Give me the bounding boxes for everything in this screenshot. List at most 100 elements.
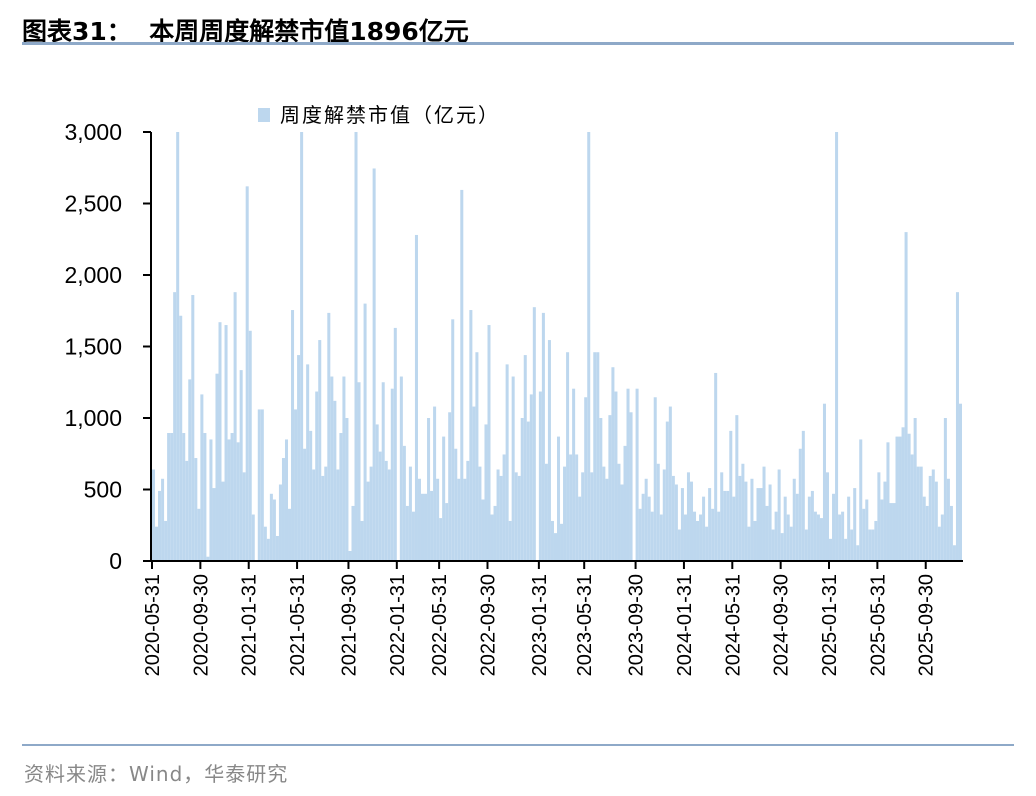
bar: [197, 508, 201, 561]
bar: [330, 376, 334, 561]
bar: [566, 352, 570, 561]
bar: [744, 481, 748, 561]
x-tick-label: 2020-09-30: [190, 574, 212, 676]
bar: [789, 526, 793, 561]
bar: [251, 514, 255, 561]
bar: [686, 472, 690, 561]
bar: [532, 307, 536, 561]
y-tick-label: 0: [109, 548, 122, 574]
bar: [203, 433, 207, 561]
bar: [345, 418, 349, 561]
bar: [212, 488, 216, 561]
bar: [587, 132, 591, 561]
bar: [753, 520, 757, 561]
bar: [460, 189, 464, 562]
bar: [369, 466, 373, 561]
bar: [454, 448, 458, 561]
bar: [448, 412, 452, 561]
bar: [807, 496, 811, 561]
bar: [892, 503, 896, 561]
bar: [445, 503, 449, 561]
bar: [835, 132, 839, 561]
bar: [541, 312, 545, 561]
bar: [230, 433, 234, 561]
bar: [913, 418, 917, 561]
bar: [511, 376, 515, 561]
x-tick-label: 2022-09-30: [477, 574, 499, 676]
bar: [862, 508, 866, 561]
bar: [638, 508, 642, 561]
bar: [841, 511, 845, 561]
x-tick-label: 2022-01-31: [387, 574, 409, 676]
bar: [493, 505, 497, 561]
x-axis-ticks: 2020-05-31 2020-09-30 2021-01-31 2021-05-31…: [142, 561, 938, 676]
legend-label: 周度解禁市值（亿元）: [280, 103, 500, 127]
bar: [795, 493, 799, 561]
bar: [387, 469, 391, 561]
bar: [221, 481, 225, 561]
bar: [569, 454, 573, 561]
bar: [596, 352, 600, 561]
bar: [572, 388, 576, 561]
bar: [538, 391, 542, 561]
source-note: 资料来源：Wind，华泰研究: [24, 762, 289, 786]
bar: [472, 406, 476, 561]
bar: [278, 484, 282, 561]
figure-title: 图表31： 本周周度解禁市值1896亿元: [22, 17, 469, 46]
bar: [575, 454, 579, 561]
bar: [517, 475, 521, 561]
bar: [804, 529, 808, 561]
y-tick-label: 3,000: [64, 119, 122, 145]
bar: [910, 454, 914, 561]
bar: [520, 418, 524, 561]
bar: [955, 292, 959, 561]
bar: [152, 469, 156, 561]
bar: [393, 327, 397, 561]
bar: [919, 466, 923, 561]
y-tick-label: 500: [84, 477, 122, 503]
bar: [182, 433, 186, 561]
bar: [526, 421, 530, 561]
bar: [614, 391, 618, 561]
bar: [801, 430, 805, 561]
bar: [611, 367, 615, 561]
bar: [436, 478, 440, 561]
x-tick-label: 2024-01-31: [674, 574, 696, 676]
bar: [723, 490, 727, 561]
bar: [321, 475, 325, 561]
bar: [699, 514, 703, 561]
bar: [209, 439, 213, 561]
bar: [653, 397, 657, 561]
bar: [505, 364, 509, 562]
bar: [819, 518, 823, 561]
bar: [487, 325, 491, 561]
bar: [671, 475, 675, 561]
bar: [242, 472, 246, 561]
bar: [677, 529, 681, 561]
bar: [856, 545, 860, 561]
bar: [729, 430, 733, 561]
bar: [844, 538, 848, 561]
bar: [765, 505, 769, 561]
y-axis-ticks: 0 500 1,000 1,500 2,000 2,500 3,000: [64, 119, 151, 574]
bar: [306, 364, 310, 562]
bar: [907, 433, 911, 561]
bar: [822, 403, 826, 561]
bar: [925, 505, 929, 561]
bar: [508, 520, 512, 561]
bar: [578, 496, 582, 561]
bar: [327, 312, 331, 561]
bar: [665, 421, 669, 561]
bar: [853, 488, 857, 561]
bar: [484, 424, 488, 561]
bar: [390, 388, 394, 561]
bar: [550, 520, 554, 561]
bar: [433, 406, 437, 561]
bar: [874, 520, 878, 561]
bar: [333, 400, 337, 561]
bar: [680, 488, 684, 561]
bar: [303, 448, 307, 561]
bar: [312, 469, 316, 561]
bar: [693, 511, 697, 561]
bar: [478, 466, 482, 561]
